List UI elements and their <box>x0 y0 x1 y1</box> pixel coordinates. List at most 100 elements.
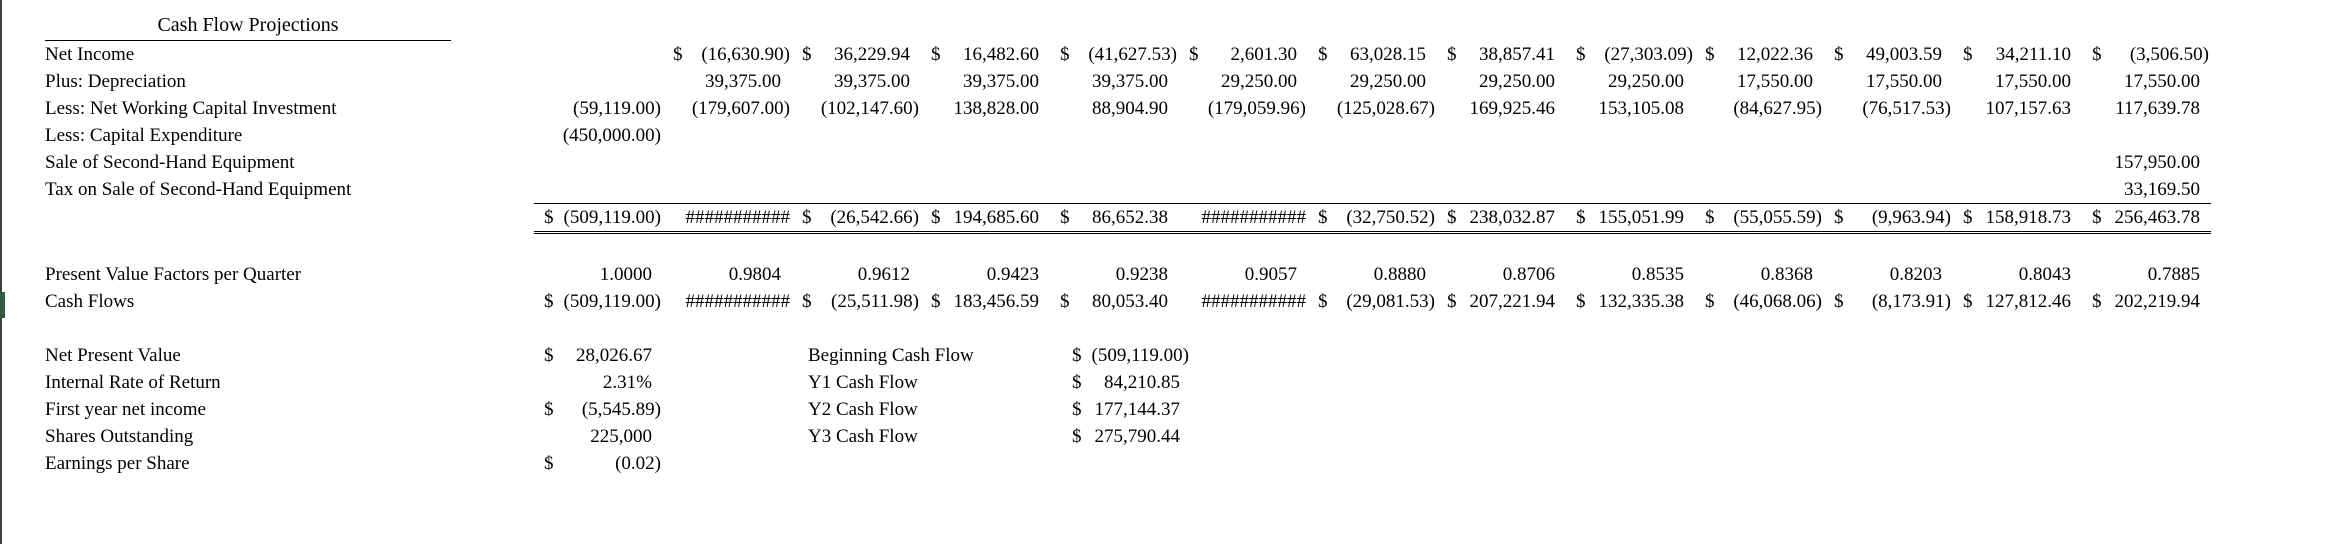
cell[interactable]: ########### <box>1179 203 1308 234</box>
summary-label-right[interactable]: Y1 Cash Flow <box>808 372 918 393</box>
cell[interactable]: $28,026.67 <box>534 342 663 369</box>
cell[interactable]: $207,221.94 <box>1437 288 1566 315</box>
cell[interactable]: 17,550.00 <box>2082 68 2211 95</box>
cell[interactable]: 0.8535 <box>1566 261 1695 288</box>
cell[interactable]: $63,028.15 <box>1308 41 1437 68</box>
cell[interactable]: $238,032.87 <box>1437 203 1566 234</box>
cell[interactable] <box>534 149 663 176</box>
cell[interactable]: $36,229.94 <box>792 41 921 68</box>
cell[interactable]: 153,105.08 <box>1566 95 1695 122</box>
cell[interactable] <box>534 68 663 95</box>
row-label[interactable]: Net Income <box>45 44 135 65</box>
cell[interactable] <box>534 176 663 203</box>
cell[interactable]: 33,169.50 <box>2082 176 2211 203</box>
cell[interactable]: 107,157.63 <box>1953 95 2082 122</box>
cell[interactable]: (125,028.67) <box>1308 95 1437 122</box>
cell[interactable]: $ (8,173.91) <box>1824 288 1953 315</box>
cell[interactable]: 0.8043 <box>1953 261 2082 288</box>
cell[interactable]: 88,904.90 <box>1050 95 1179 122</box>
row-label[interactable]: Less: Capital Expenditure <box>45 125 243 146</box>
cell[interactable] <box>1437 122 1566 149</box>
cell[interactable]: 1.0000 <box>534 261 663 288</box>
row-label[interactable] <box>45 203 534 234</box>
cell[interactable]: ########### <box>663 288 792 315</box>
cell[interactable] <box>1566 122 1695 149</box>
cell[interactable]: 225,000 <box>534 423 663 450</box>
cell[interactable] <box>1179 176 1308 203</box>
cell[interactable]: $2,601.30 <box>1179 41 1308 68</box>
cell[interactable]: 17,550.00 <box>1824 68 1953 95</box>
cell[interactable] <box>792 122 921 149</box>
cell[interactable]: $80,053.40 <box>1050 288 1179 315</box>
summary-label[interactable]: Shares Outstanding <box>45 426 194 447</box>
cell[interactable]: 39,375.00 <box>792 68 921 95</box>
summary-label-right[interactable]: Beginning Cash Flow <box>808 345 974 366</box>
cell[interactable]: $132,335.38 <box>1566 288 1695 315</box>
cell[interactable]: 0.9057 <box>1179 261 1308 288</box>
cell[interactable]: $158,918.73 <box>1953 203 2082 234</box>
cell[interactable] <box>663 176 792 203</box>
cell[interactable] <box>1437 149 1566 176</box>
cell[interactable]: $ (29,081.53) <box>1308 288 1437 315</box>
cell[interactable] <box>1695 176 1824 203</box>
cell[interactable] <box>1824 176 1953 203</box>
cell[interactable]: 29,250.00 <box>1179 68 1308 95</box>
cell[interactable]: ########### <box>1179 288 1308 315</box>
cell[interactable]: 0.9423 <box>921 261 1050 288</box>
cell[interactable]: 39,375.00 <box>663 68 792 95</box>
cell[interactable]: $155,051.99 <box>1566 203 1695 234</box>
cell[interactable] <box>1179 149 1308 176</box>
cell[interactable]: $ (5,545.89) <box>534 396 663 423</box>
cell[interactable]: 117,639.78 <box>2082 95 2211 122</box>
cell[interactable]: 0.8368 <box>1695 261 1824 288</box>
cell[interactable] <box>792 176 921 203</box>
cell[interactable]: 0.9804 <box>663 261 792 288</box>
row-label[interactable]: Less: Net Working Capital Investment <box>45 98 337 119</box>
row-label[interactable]: Sale of Second-Hand Equipment <box>45 152 295 173</box>
summary-label-right[interactable]: Y2 Cash Flow <box>808 399 918 420</box>
cell[interactable] <box>1824 149 1953 176</box>
cell[interactable] <box>1695 149 1824 176</box>
summary-label-right[interactable]: Y3 Cash Flow <box>808 426 918 447</box>
cell[interactable]: $ (9,963.94) <box>1824 203 1953 234</box>
cell[interactable]: $194,685.60 <box>921 203 1050 234</box>
sheet-title-cell[interactable]: Cash Flow Projections <box>45 10 451 41</box>
cell[interactable]: $256,463.78 <box>2082 203 2211 234</box>
cell[interactable]: $183,456.59 <box>921 288 1050 315</box>
cell[interactable] <box>792 149 921 176</box>
cell[interactable]: $34,211.10 <box>1953 41 2082 68</box>
cell[interactable]: (450,000.00) <box>534 122 663 149</box>
cell[interactable]: (76,517.53) <box>1824 95 1953 122</box>
cell[interactable]: 138,828.00 <box>921 95 1050 122</box>
cell[interactable] <box>1953 122 2082 149</box>
cell[interactable] <box>663 122 792 149</box>
cell[interactable]: $ (27,303.09) <box>1566 41 1695 68</box>
cell[interactable]: $86,652.38 <box>1050 203 1179 234</box>
cell[interactable]: 29,250.00 <box>1437 68 1566 95</box>
cell[interactable] <box>1566 149 1695 176</box>
cell[interactable] <box>1308 149 1437 176</box>
cell[interactable]: $ (16,630.90) <box>663 41 792 68</box>
cell[interactable]: 0.9238 <box>1050 261 1179 288</box>
cell[interactable]: $16,482.60 <box>921 41 1050 68</box>
cell[interactable] <box>921 176 1050 203</box>
cell[interactable] <box>1179 122 1308 149</box>
cell[interactable]: 17,550.00 <box>1953 68 2082 95</box>
row-label[interactable]: Cash Flows <box>45 291 135 312</box>
cell[interactable] <box>2082 122 2211 149</box>
cell[interactable]: 0.8706 <box>1437 261 1566 288</box>
cell[interactable]: $202,219.94 <box>2082 288 2211 315</box>
cell[interactable]: 157,950.00 <box>2082 149 2211 176</box>
cell[interactable]: 29,250.00 <box>1566 68 1695 95</box>
cell[interactable]: $38,857.41 <box>1437 41 1566 68</box>
cell[interactable]: (179,059.96) <box>1179 95 1308 122</box>
cell[interactable] <box>534 41 663 68</box>
cell[interactable]: 29,250.00 <box>1308 68 1437 95</box>
cell[interactable] <box>1953 149 2082 176</box>
cell[interactable] <box>921 149 1050 176</box>
cell[interactable]: 0.7885 <box>2082 261 2211 288</box>
cell[interactable]: $ (46,068.06) <box>1695 288 1824 315</box>
cell[interactable]: (84,627.95) <box>1695 95 1824 122</box>
cell[interactable]: $275,790.44 <box>1062 423 1191 450</box>
cell[interactable]: (179,607.00) <box>663 95 792 122</box>
